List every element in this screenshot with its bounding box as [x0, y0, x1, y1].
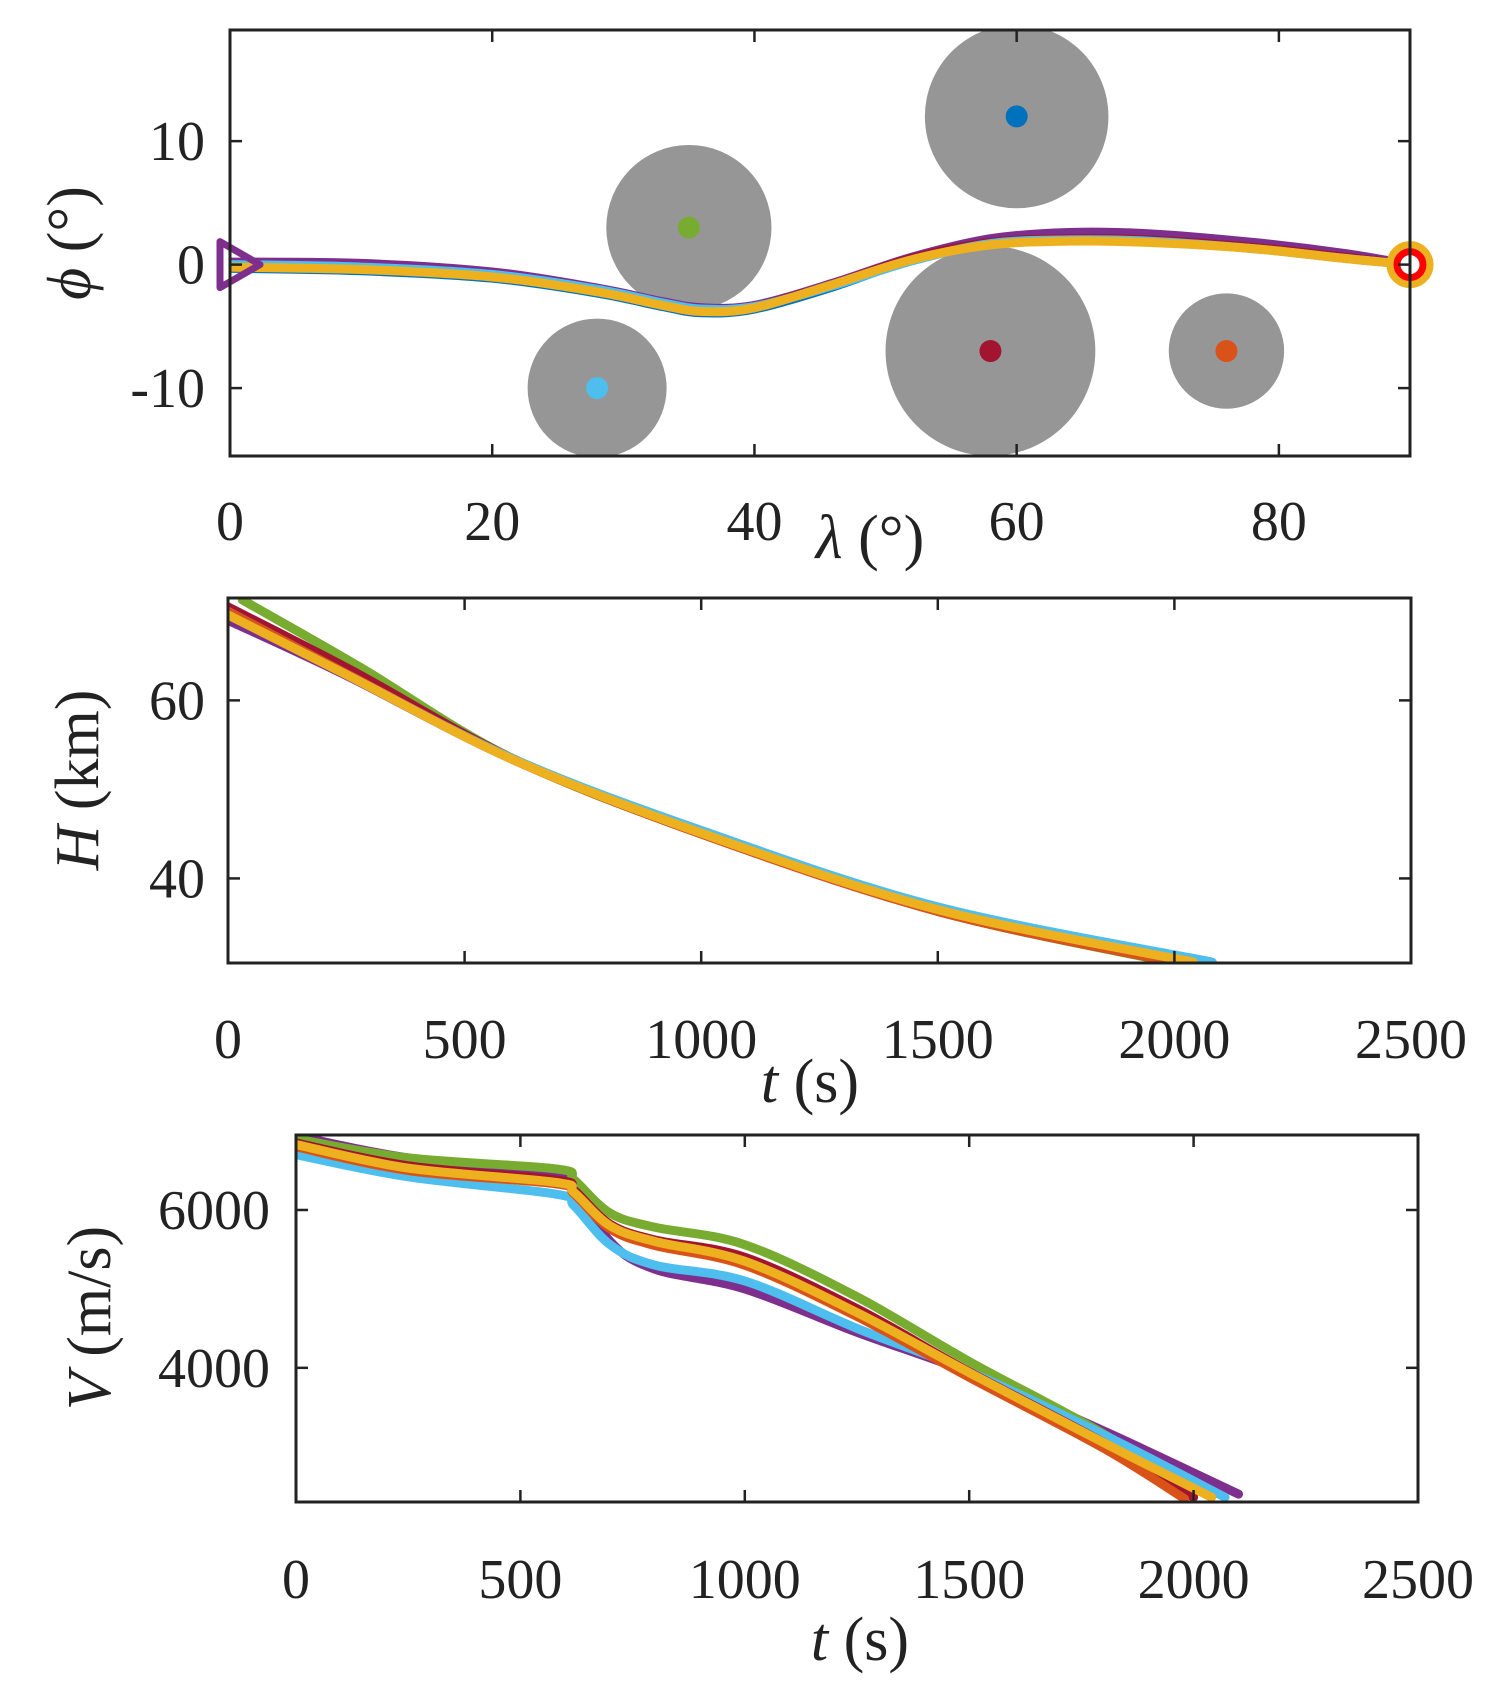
series-line-run-4: [228, 606, 1217, 963]
x-tick-label: 2500: [1362, 1549, 1474, 1611]
x-axis-label: t (s): [811, 1606, 909, 1674]
series-line-run-3: [296, 1150, 1230, 1502]
x-tick-label: 40: [726, 491, 782, 553]
y-axis-label: ϕ (°): [36, 186, 104, 300]
no-fly-zone-4: [885, 246, 1096, 456]
no-fly-zone-2: [606, 144, 772, 311]
x-tick-label: 2000: [1138, 1549, 1250, 1611]
no-fly-zone-5: [1168, 293, 1285, 409]
no-fly-zone-center: [586, 377, 609, 400]
y-axis-label: H (km): [44, 690, 112, 872]
y-tick-label: -10: [130, 358, 205, 420]
x-tick-label: 60: [989, 491, 1045, 553]
series-line-trajectory-5: [230, 236, 1410, 317]
x-tick-label: 1500: [882, 1009, 994, 1071]
y-tick-label: 4000: [158, 1338, 270, 1400]
x-tick-label: 1500: [913, 1549, 1025, 1611]
no-fly-zone-3: [924, 30, 1109, 209]
x-tick-label: 2000: [1118, 1009, 1230, 1071]
panel-velocity-time: 0 500 1000 1500 2000 2500 4000 6000 t (s) V (m/…: [56, 1133, 1474, 1674]
x-axis-label: λ (°): [814, 504, 924, 572]
x-tick-label: 500: [478, 1549, 562, 1611]
no-fly-zone-center: [677, 216, 700, 239]
series-line-run-4: [296, 1138, 1199, 1502]
panel-altitude-time: 0 500 1000 1500 2000 2500 40 60 t (s) H (km): [44, 596, 1467, 1116]
series-line-run-2: [237, 598, 1175, 963]
y-tick-label: 40: [149, 848, 205, 910]
no-fly-zone-1: [527, 318, 667, 456]
x-tick-label: 0: [214, 1009, 242, 1071]
x-tick-label: 2500: [1355, 1009, 1467, 1071]
x-tick-label: 80: [1251, 491, 1307, 553]
x-tick-label: 0: [216, 491, 244, 553]
y-tick-label: 10: [149, 111, 205, 173]
plot-frame: [228, 28, 1412, 458]
series-line-run-5: [228, 606, 1179, 963]
x-tick-label: 0: [282, 1549, 310, 1611]
no-fly-zone-center: [979, 340, 1002, 363]
x-tick-label: 1000: [689, 1549, 801, 1611]
plot-frame: [294, 1133, 1420, 1504]
y-tick-label: 60: [149, 670, 205, 732]
series-line-run-3: [228, 602, 1179, 963]
no-fly-zone-center: [1005, 105, 1028, 128]
x-axis-label: t (s): [761, 1048, 859, 1116]
series-line-run-2: [296, 1135, 1199, 1501]
no-fly-zone-center: [1215, 340, 1238, 363]
x-tick-label: 20: [464, 491, 520, 553]
y-tick-label: 0: [177, 235, 205, 297]
series-line-run-6: [228, 610, 1198, 963]
series-line-run-6: [296, 1140, 1217, 1502]
panel-latitude-longitude: 0 20 40 60 80 -10 0 10 λ (°) ϕ (°): [36, 28, 1434, 572]
y-axis-label: V (m/s): [56, 1226, 124, 1410]
x-tick-label: 500: [423, 1009, 507, 1071]
series-line-run-5: [296, 1142, 1190, 1502]
start-marker: [216, 238, 264, 292]
plot-frame: [226, 596, 1413, 965]
x-tick-label: 1000: [645, 1009, 757, 1071]
y-tick-label: 6000: [158, 1180, 270, 1242]
